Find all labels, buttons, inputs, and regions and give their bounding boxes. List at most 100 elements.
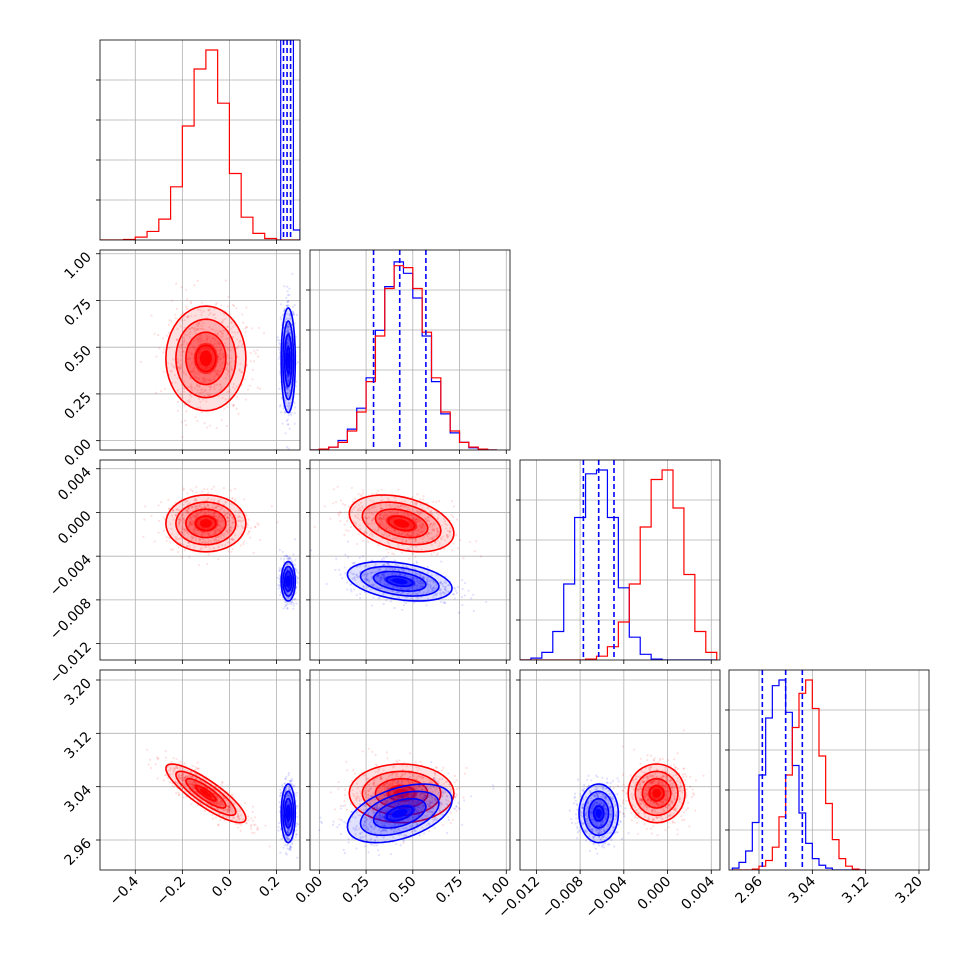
scatter-point bbox=[240, 344, 243, 347]
scatter-point bbox=[210, 488, 213, 491]
scatter-point bbox=[213, 313, 216, 316]
scatter-point bbox=[386, 562, 389, 566]
scatter-point bbox=[227, 517, 230, 520]
scatter-point bbox=[142, 535, 145, 539]
scatter-point bbox=[203, 394, 206, 397]
scatter-point bbox=[218, 529, 222, 532]
scatter-point bbox=[416, 518, 419, 521]
scatter-point bbox=[293, 598, 296, 601]
scatter-point bbox=[288, 563, 291, 566]
scatter-point bbox=[191, 360, 195, 363]
scatter-point bbox=[456, 586, 459, 589]
scatter-point bbox=[360, 509, 363, 512]
density-contour bbox=[285, 575, 291, 588]
scatter-point bbox=[181, 318, 184, 322]
scatter-point bbox=[174, 513, 177, 517]
scatter-point bbox=[479, 555, 483, 558]
scatter-point bbox=[224, 501, 228, 504]
scatter-point bbox=[412, 534, 415, 537]
scatter-point bbox=[382, 563, 385, 566]
scatter-point bbox=[226, 305, 230, 308]
scatter-point bbox=[190, 803, 193, 806]
density-contour bbox=[175, 318, 237, 399]
scatter-point bbox=[215, 302, 218, 305]
scatter-point bbox=[231, 521, 234, 524]
scatter-point bbox=[231, 516, 234, 520]
scatter-point bbox=[226, 541, 230, 544]
scatter-point bbox=[401, 540, 404, 543]
scatter-point bbox=[444, 582, 447, 585]
scatter-point bbox=[186, 400, 189, 403]
scatter-point bbox=[256, 522, 259, 525]
scatter-point bbox=[418, 513, 421, 516]
scatter-point bbox=[287, 414, 290, 417]
scatter-point bbox=[194, 515, 197, 519]
scatter-point bbox=[412, 591, 415, 594]
scatter-point bbox=[188, 502, 192, 505]
scatter-point bbox=[189, 522, 192, 525]
scatter-point bbox=[409, 540, 413, 544]
scatter-point bbox=[218, 358, 221, 362]
scatter-point bbox=[285, 596, 288, 599]
scatter-point bbox=[292, 313, 295, 316]
scatter-point bbox=[167, 323, 170, 326]
scatter-point bbox=[185, 544, 189, 548]
scatter-point bbox=[177, 791, 180, 794]
scatter-point bbox=[251, 810, 254, 814]
scatter-point bbox=[175, 757, 178, 761]
scatter-point bbox=[359, 592, 362, 596]
scatter-point bbox=[262, 332, 266, 335]
scatter-point bbox=[217, 372, 220, 375]
scatter-point bbox=[433, 522, 436, 525]
scatter-point bbox=[400, 533, 403, 536]
scatter-point bbox=[195, 328, 198, 331]
scatter-point bbox=[176, 376, 179, 380]
scatter-point bbox=[205, 378, 209, 381]
scatter-point bbox=[221, 321, 224, 324]
scatter-point bbox=[195, 507, 198, 510]
scatter-point bbox=[217, 516, 220, 519]
scatter-point bbox=[295, 575, 298, 578]
scatter-point bbox=[451, 549, 454, 552]
scatter-point bbox=[232, 335, 235, 339]
scatter-point bbox=[176, 361, 179, 364]
scatter-point bbox=[216, 369, 220, 372]
scatter-point bbox=[421, 582, 424, 585]
scatter-point bbox=[401, 532, 404, 535]
scatter-point bbox=[470, 597, 473, 600]
density-contour bbox=[282, 565, 295, 597]
scatter-point bbox=[190, 535, 193, 538]
scatter-point bbox=[232, 383, 236, 386]
scatter-point bbox=[168, 536, 171, 540]
scatter-point bbox=[377, 521, 381, 525]
scatter-point bbox=[197, 377, 201, 380]
scatter-point bbox=[188, 357, 191, 360]
scatter-point bbox=[229, 526, 232, 529]
scatter-point bbox=[154, 391, 158, 394]
scatter-point bbox=[175, 508, 178, 511]
scatter-point bbox=[357, 508, 360, 511]
scatter-point bbox=[437, 544, 440, 548]
scatter-point bbox=[191, 537, 194, 540]
scatter-point bbox=[396, 511, 399, 514]
scatter-point bbox=[286, 328, 289, 331]
scatter-point bbox=[289, 557, 293, 561]
scatter-point bbox=[241, 313, 244, 316]
scatter-point bbox=[236, 355, 239, 358]
scatter-point bbox=[415, 504, 418, 508]
scatter-point bbox=[292, 553, 295, 556]
scatter-point bbox=[164, 774, 167, 777]
scatter-point bbox=[217, 521, 221, 524]
scatter-point bbox=[189, 516, 193, 520]
scatter-point bbox=[368, 507, 372, 510]
scatter-point bbox=[419, 580, 423, 583]
scatter-point bbox=[452, 593, 455, 596]
scatter-point bbox=[407, 591, 411, 594]
panels-group bbox=[96, 39, 930, 871]
scatter-point bbox=[194, 538, 198, 541]
scatter-point bbox=[170, 370, 173, 373]
scatter-point bbox=[257, 523, 260, 526]
scatter-point bbox=[382, 556, 386, 560]
scatter-point bbox=[457, 611, 461, 614]
scatter-point bbox=[176, 389, 180, 392]
